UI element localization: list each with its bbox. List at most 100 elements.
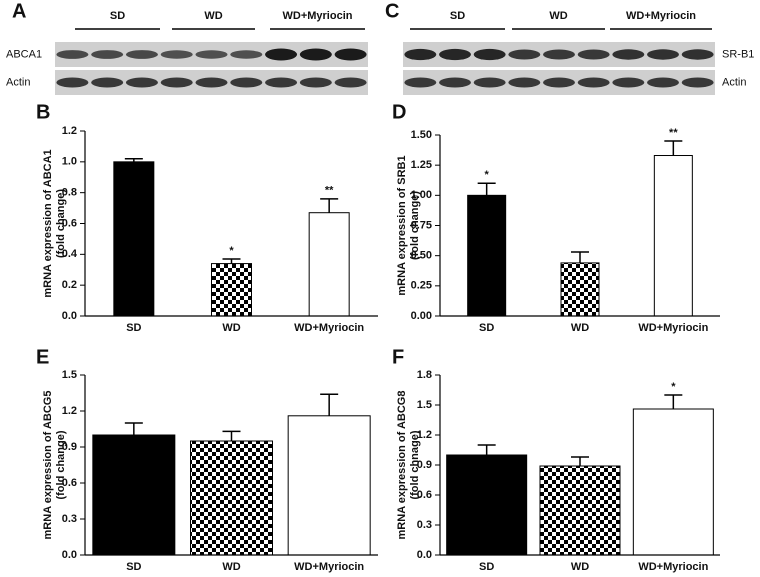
blot-band [265,77,298,88]
blot-band [125,50,158,59]
group-label: WD [549,10,567,22]
x-tick-label: WD+Myriocin [294,561,364,573]
blot-band [612,49,645,60]
bar [653,155,693,317]
blot-band [577,77,610,88]
y-tick-label: 1.2 [417,429,432,441]
y-tick-label: 0.3 [417,519,432,531]
panel-letter: E [36,346,49,368]
bar [92,434,176,556]
group-label: SD [450,10,465,22]
blot-band [473,77,506,88]
bar [211,263,252,317]
group-label: WD+Myriocin [283,10,353,22]
panel-letter: C [385,0,399,22]
x-tick-label: WD [571,322,589,334]
blot-band [56,50,89,59]
bar [190,440,273,556]
blot-band [681,49,714,60]
panel-letter: B [36,101,50,123]
y-axis-label: (fold change) [55,430,67,499]
blot-band [612,77,645,88]
blot-band [230,50,263,59]
group-label: WD [204,10,222,22]
significance-label: * [229,245,234,257]
y-tick-label: 0.9 [62,441,77,453]
bar [539,465,621,556]
blot-band [160,77,193,88]
y-axis-label: mRNA expression of ABCG5 [42,391,54,540]
blot-band [543,77,575,88]
panel-letter: A [12,0,26,22]
x-tick-label: WD+Myriocin [294,322,364,334]
blot-band [160,50,193,59]
y-tick-label: 0.0 [417,549,432,561]
y-tick-label: 0.3 [62,513,77,525]
blot-band [647,49,679,60]
x-tick-label: WD [222,322,240,334]
blot-band [543,49,575,60]
y-tick-label: 1.2 [62,405,77,417]
blot-band [299,48,332,61]
y-tick-label: 0.25 [411,280,432,292]
blot-band [56,77,89,88]
y-tick-label: 0.4 [62,248,78,260]
blot-band [508,77,541,88]
blot-row-label: SR-B1 [722,48,754,60]
y-tick-label: 0.75 [411,219,432,231]
y-tick-label: 0.8 [62,187,77,199]
blot-band [91,77,124,88]
y-tick-label: 0.0 [62,549,77,561]
blot-band [125,77,158,88]
y-tick-label: 1.25 [411,159,432,171]
y-tick-label: 1.0 [62,156,77,168]
blot-band [265,48,298,61]
blot-band [230,77,263,88]
blot-band [195,77,228,88]
y-tick-label: 1.5 [417,399,432,411]
group-label: SD [110,10,125,22]
panel-letter: F [392,346,404,368]
y-axis-label: (fold change) [409,191,421,260]
bar [560,262,600,317]
bar [632,408,714,556]
y-tick-label: 0.6 [62,477,77,489]
y-tick-label: 1.2 [62,125,77,137]
y-tick-label: 1.00 [411,189,432,201]
bar [113,161,155,317]
y-tick-label: 0.6 [417,489,432,501]
y-axis-label: (fold change) [55,189,67,258]
blot-band [91,50,124,59]
y-axis-label: (fold chnage) [409,430,421,499]
x-tick-label: SD [126,322,141,334]
blot-band [508,49,541,60]
x-tick-label: SD [126,561,141,573]
y-tick-label: 0.50 [411,250,432,262]
blot-band [299,77,332,88]
blot-band [195,50,228,59]
y-tick-label: 0.2 [62,279,77,291]
x-tick-label: WD [571,561,589,573]
y-tick-label: 1.5 [62,369,77,381]
blot-band [439,77,471,88]
y-tick-label: 0.6 [62,217,77,229]
blot-band [577,49,610,60]
blot-band [439,48,471,61]
bar [308,212,350,317]
y-tick-label: 1.8 [417,369,432,381]
x-tick-label: SD [479,561,494,573]
y-axis-label: mRNA expression of ABCA1 [42,149,54,297]
blot-band [473,48,506,61]
blot-row-label: Actin [6,76,30,88]
bar [446,454,528,556]
blot-band [404,48,437,61]
x-tick-label: WD+Myriocin [638,561,708,573]
group-label: WD+Myriocin [626,10,696,22]
blot-row-label: ABCA1 [6,48,42,60]
panel-letter: D [392,101,406,123]
significance-label: * [485,169,490,181]
y-axis-label: mRNA expression of SRB1 [396,155,408,295]
blot-band [334,48,367,61]
blot-band [334,77,367,88]
x-tick-label: SD [479,322,494,334]
